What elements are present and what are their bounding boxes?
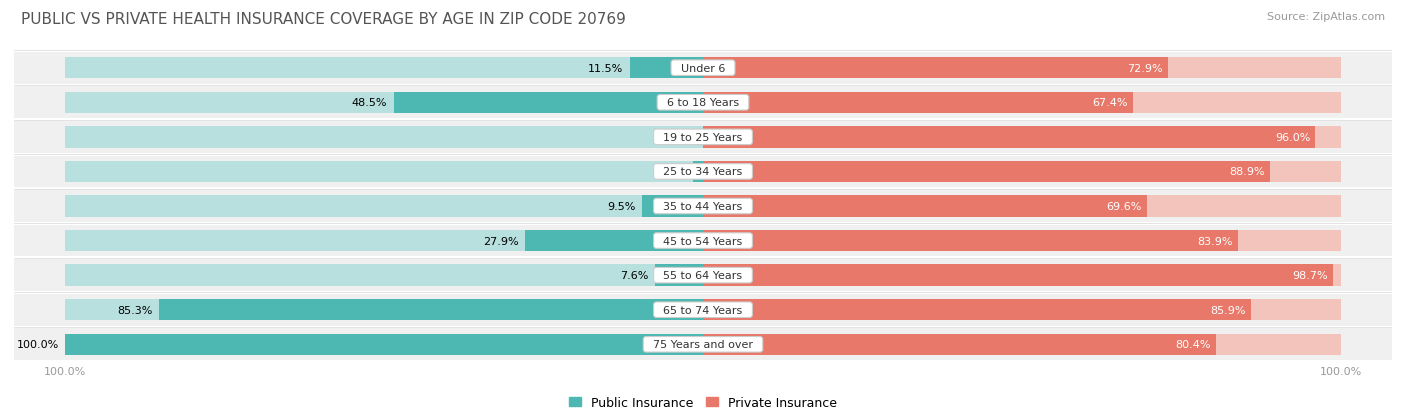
Bar	[703, 230, 1239, 252]
Bar	[630, 58, 703, 79]
Bar	[1, 87, 1405, 119]
Text: 69.6%: 69.6%	[1107, 202, 1142, 211]
Bar	[703, 93, 1341, 114]
Text: 25 to 34 Years: 25 to 34 Years	[657, 167, 749, 177]
Text: Under 6: Under 6	[673, 64, 733, 74]
Bar	[1, 191, 1405, 222]
Bar	[1, 53, 1405, 84]
Text: 48.5%: 48.5%	[352, 98, 387, 108]
Bar	[693, 161, 703, 183]
Bar	[703, 265, 1333, 286]
Text: 55 to 64 Years: 55 to 64 Years	[657, 271, 749, 280]
Bar	[703, 299, 1251, 320]
Bar	[703, 58, 1168, 79]
Bar	[703, 334, 1341, 355]
Bar	[703, 196, 1147, 217]
Bar	[524, 230, 703, 252]
Bar	[1, 225, 1405, 257]
Text: Source: ZipAtlas.com: Source: ZipAtlas.com	[1267, 12, 1385, 22]
Text: 85.3%: 85.3%	[117, 305, 152, 315]
Bar	[643, 196, 703, 217]
Text: 0.0%: 0.0%	[665, 133, 693, 142]
Text: PUBLIC VS PRIVATE HEALTH INSURANCE COVERAGE BY AGE IN ZIP CODE 20769: PUBLIC VS PRIVATE HEALTH INSURANCE COVER…	[21, 12, 626, 27]
Bar	[703, 196, 1341, 217]
Bar	[703, 230, 1341, 252]
Text: 96.0%: 96.0%	[1275, 133, 1310, 142]
Bar	[1, 260, 1405, 291]
Bar	[703, 58, 1341, 79]
Text: 100.0%: 100.0%	[17, 339, 59, 349]
Text: 80.4%: 80.4%	[1175, 339, 1211, 349]
Bar	[394, 93, 703, 114]
Text: 83.9%: 83.9%	[1198, 236, 1233, 246]
Bar	[65, 161, 703, 183]
Bar	[65, 58, 703, 79]
Bar	[65, 265, 703, 286]
Bar	[655, 265, 703, 286]
Bar	[703, 161, 1270, 183]
Bar	[159, 299, 703, 320]
Bar	[65, 299, 703, 320]
Bar	[65, 196, 703, 217]
Bar	[703, 299, 1341, 320]
Text: 85.9%: 85.9%	[1211, 305, 1246, 315]
Text: 65 to 74 Years: 65 to 74 Years	[657, 305, 749, 315]
Text: 35 to 44 Years: 35 to 44 Years	[657, 202, 749, 211]
Text: 72.9%: 72.9%	[1128, 64, 1163, 74]
Bar	[65, 230, 703, 252]
Bar	[703, 161, 1341, 183]
Bar	[703, 265, 1341, 286]
Text: 45 to 54 Years: 45 to 54 Years	[657, 236, 749, 246]
Text: 67.4%: 67.4%	[1092, 98, 1128, 108]
Bar	[65, 334, 703, 355]
Bar	[1, 156, 1405, 188]
Bar	[65, 334, 703, 355]
Bar	[703, 127, 1316, 148]
Text: 75 Years and over: 75 Years and over	[645, 339, 761, 349]
Legend: Public Insurance, Private Insurance: Public Insurance, Private Insurance	[564, 391, 842, 413]
Text: 88.9%: 88.9%	[1229, 167, 1265, 177]
Bar	[1, 294, 1405, 326]
Text: 11.5%: 11.5%	[588, 64, 623, 74]
Bar	[65, 93, 703, 114]
Text: 9.5%: 9.5%	[607, 202, 636, 211]
Text: 7.6%: 7.6%	[620, 271, 648, 280]
Bar	[1, 329, 1405, 360]
Bar	[65, 127, 703, 148]
Text: 6 to 18 Years: 6 to 18 Years	[659, 98, 747, 108]
Bar	[703, 127, 1341, 148]
Text: 1.6%: 1.6%	[658, 167, 686, 177]
Bar	[703, 334, 1216, 355]
Bar	[1, 122, 1405, 153]
Text: 98.7%: 98.7%	[1292, 271, 1327, 280]
Bar	[703, 93, 1133, 114]
Text: 19 to 25 Years: 19 to 25 Years	[657, 133, 749, 142]
Text: 27.9%: 27.9%	[484, 236, 519, 246]
